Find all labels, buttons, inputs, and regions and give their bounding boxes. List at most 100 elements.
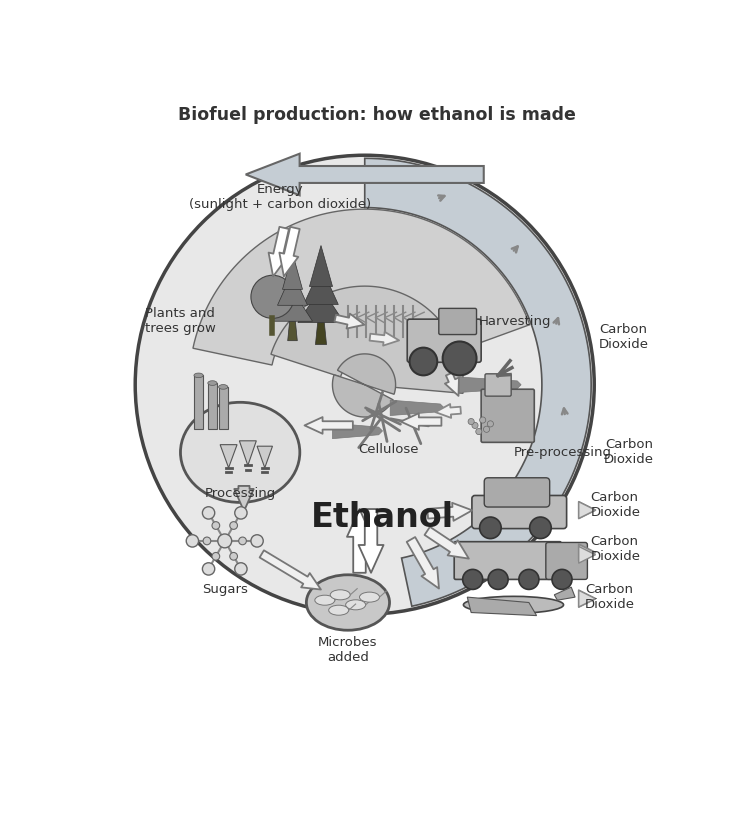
Circle shape bbox=[235, 563, 247, 575]
FancyArrowPatch shape bbox=[578, 546, 595, 563]
Ellipse shape bbox=[194, 373, 203, 378]
Polygon shape bbox=[272, 290, 313, 321]
Ellipse shape bbox=[329, 605, 349, 615]
FancyArrowPatch shape bbox=[425, 527, 469, 559]
Circle shape bbox=[186, 535, 199, 547]
Text: Sugars: Sugars bbox=[202, 583, 248, 596]
Circle shape bbox=[519, 569, 539, 590]
FancyArrowPatch shape bbox=[260, 551, 321, 590]
Text: Harvesting: Harvesting bbox=[479, 315, 551, 328]
Polygon shape bbox=[193, 209, 530, 365]
Ellipse shape bbox=[315, 596, 335, 605]
Polygon shape bbox=[309, 245, 333, 286]
FancyArrowPatch shape bbox=[358, 509, 383, 573]
Text: Carbon
Dioxide: Carbon Dioxide bbox=[598, 323, 648, 351]
FancyArrowPatch shape bbox=[401, 413, 442, 430]
Text: Carbon
Dioxide: Carbon Dioxide bbox=[604, 438, 654, 466]
Ellipse shape bbox=[464, 596, 564, 614]
Text: Biofuel production: how ethanol is made: Biofuel production: how ethanol is made bbox=[178, 106, 576, 124]
Ellipse shape bbox=[346, 600, 366, 610]
Polygon shape bbox=[459, 377, 521, 393]
Polygon shape bbox=[467, 597, 537, 616]
Circle shape bbox=[235, 506, 247, 519]
FancyBboxPatch shape bbox=[439, 308, 476, 335]
Polygon shape bbox=[283, 253, 302, 290]
Circle shape bbox=[552, 569, 572, 590]
Text: Carbon
Dioxide: Carbon Dioxide bbox=[590, 535, 640, 563]
Circle shape bbox=[212, 552, 220, 560]
FancyBboxPatch shape bbox=[481, 389, 534, 443]
Circle shape bbox=[487, 420, 493, 427]
Ellipse shape bbox=[208, 380, 217, 385]
FancyBboxPatch shape bbox=[208, 383, 217, 429]
Circle shape bbox=[480, 517, 501, 538]
Polygon shape bbox=[304, 267, 339, 304]
Text: Ethanol: Ethanol bbox=[311, 501, 454, 534]
FancyBboxPatch shape bbox=[472, 496, 567, 528]
FancyBboxPatch shape bbox=[485, 374, 512, 396]
Ellipse shape bbox=[306, 575, 389, 630]
Circle shape bbox=[203, 537, 210, 545]
Text: Energy
(sunlight + carbon dioxide): Energy (sunlight + carbon dioxide) bbox=[189, 183, 371, 211]
FancyBboxPatch shape bbox=[484, 478, 550, 507]
Circle shape bbox=[238, 537, 247, 545]
Polygon shape bbox=[288, 321, 297, 341]
Circle shape bbox=[484, 426, 489, 433]
Polygon shape bbox=[298, 287, 344, 322]
Text: Plants and
trees grow: Plants and trees grow bbox=[145, 308, 216, 335]
Circle shape bbox=[230, 522, 238, 529]
Ellipse shape bbox=[180, 402, 300, 502]
FancyBboxPatch shape bbox=[219, 387, 228, 429]
Text: Carbon
Dioxide: Carbon Dioxide bbox=[585, 583, 635, 611]
FancyBboxPatch shape bbox=[546, 542, 587, 579]
Circle shape bbox=[488, 569, 508, 590]
Polygon shape bbox=[554, 587, 575, 600]
Circle shape bbox=[463, 569, 483, 590]
FancyArrowPatch shape bbox=[578, 544, 595, 561]
Ellipse shape bbox=[359, 592, 380, 602]
FancyArrowPatch shape bbox=[445, 373, 459, 396]
FancyArrowPatch shape bbox=[234, 486, 254, 511]
Circle shape bbox=[468, 419, 474, 425]
FancyArrowPatch shape bbox=[369, 332, 399, 346]
FancyArrowPatch shape bbox=[578, 591, 595, 607]
Polygon shape bbox=[365, 159, 591, 606]
FancyArrowPatch shape bbox=[305, 417, 353, 434]
Text: Pre-processing: Pre-processing bbox=[514, 446, 612, 459]
Polygon shape bbox=[271, 286, 464, 393]
Circle shape bbox=[530, 517, 551, 538]
Polygon shape bbox=[333, 354, 395, 417]
FancyBboxPatch shape bbox=[194, 375, 203, 429]
Polygon shape bbox=[316, 322, 327, 344]
FancyArrowPatch shape bbox=[578, 501, 595, 519]
Text: Microbes
added: Microbes added bbox=[318, 636, 378, 663]
FancyArrowPatch shape bbox=[407, 537, 439, 588]
FancyArrowPatch shape bbox=[347, 509, 372, 573]
Polygon shape bbox=[257, 446, 272, 468]
Circle shape bbox=[202, 506, 215, 519]
Polygon shape bbox=[277, 272, 308, 305]
Text: Cellulose: Cellulose bbox=[358, 443, 419, 456]
Circle shape bbox=[135, 155, 594, 614]
Circle shape bbox=[212, 522, 220, 529]
FancyBboxPatch shape bbox=[454, 542, 562, 579]
Text: Processing: Processing bbox=[205, 487, 276, 500]
Polygon shape bbox=[246, 154, 484, 196]
FancyArrowPatch shape bbox=[436, 404, 461, 418]
Ellipse shape bbox=[330, 590, 350, 600]
Circle shape bbox=[251, 276, 294, 318]
Circle shape bbox=[409, 348, 437, 375]
Circle shape bbox=[472, 422, 478, 429]
Polygon shape bbox=[239, 441, 256, 465]
Circle shape bbox=[202, 563, 215, 575]
FancyArrowPatch shape bbox=[578, 591, 595, 607]
Polygon shape bbox=[390, 400, 444, 416]
Circle shape bbox=[230, 552, 238, 560]
Text: Carbon
Dioxide: Carbon Dioxide bbox=[590, 491, 640, 519]
Circle shape bbox=[442, 341, 476, 375]
Circle shape bbox=[480, 417, 486, 423]
FancyArrowPatch shape bbox=[334, 313, 364, 329]
FancyArrowPatch shape bbox=[280, 227, 300, 276]
FancyBboxPatch shape bbox=[407, 319, 481, 362]
Ellipse shape bbox=[219, 384, 228, 389]
